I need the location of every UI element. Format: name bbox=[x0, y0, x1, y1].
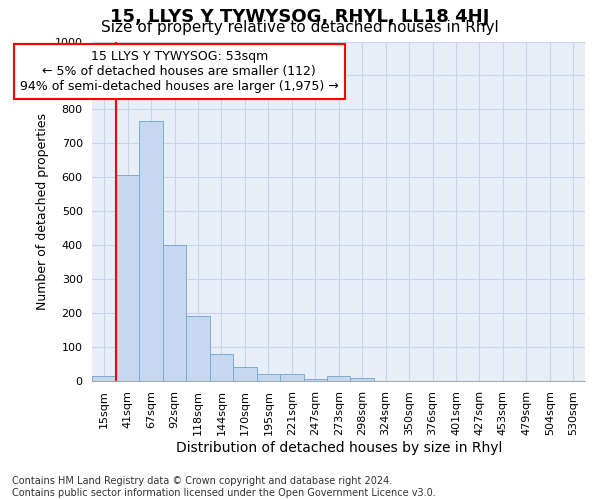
Bar bbox=[350, 378, 374, 380]
X-axis label: Distribution of detached houses by size in Rhyl: Distribution of detached houses by size … bbox=[176, 441, 502, 455]
Text: 15 LLYS Y TYWYSOG: 53sqm
← 5% of detached houses are smaller (112)
94% of semi-d: 15 LLYS Y TYWYSOG: 53sqm ← 5% of detache… bbox=[20, 50, 338, 93]
Bar bbox=[139, 121, 163, 380]
Text: 15, LLYS Y TYWYSOG, RHYL, LL18 4HJ: 15, LLYS Y TYWYSOG, RHYL, LL18 4HJ bbox=[110, 8, 490, 26]
Bar bbox=[92, 376, 116, 380]
Text: Contains HM Land Registry data © Crown copyright and database right 2024.
Contai: Contains HM Land Registry data © Crown c… bbox=[12, 476, 436, 498]
Bar bbox=[280, 374, 304, 380]
Bar bbox=[233, 367, 257, 380]
Bar bbox=[327, 376, 350, 380]
Bar bbox=[186, 316, 210, 380]
Y-axis label: Number of detached properties: Number of detached properties bbox=[36, 112, 49, 310]
Bar bbox=[116, 176, 139, 380]
Text: Size of property relative to detached houses in Rhyl: Size of property relative to detached ho… bbox=[101, 20, 499, 35]
Bar bbox=[257, 374, 280, 380]
Bar bbox=[210, 354, 233, 380]
Bar bbox=[163, 245, 186, 380]
Bar bbox=[304, 379, 327, 380]
